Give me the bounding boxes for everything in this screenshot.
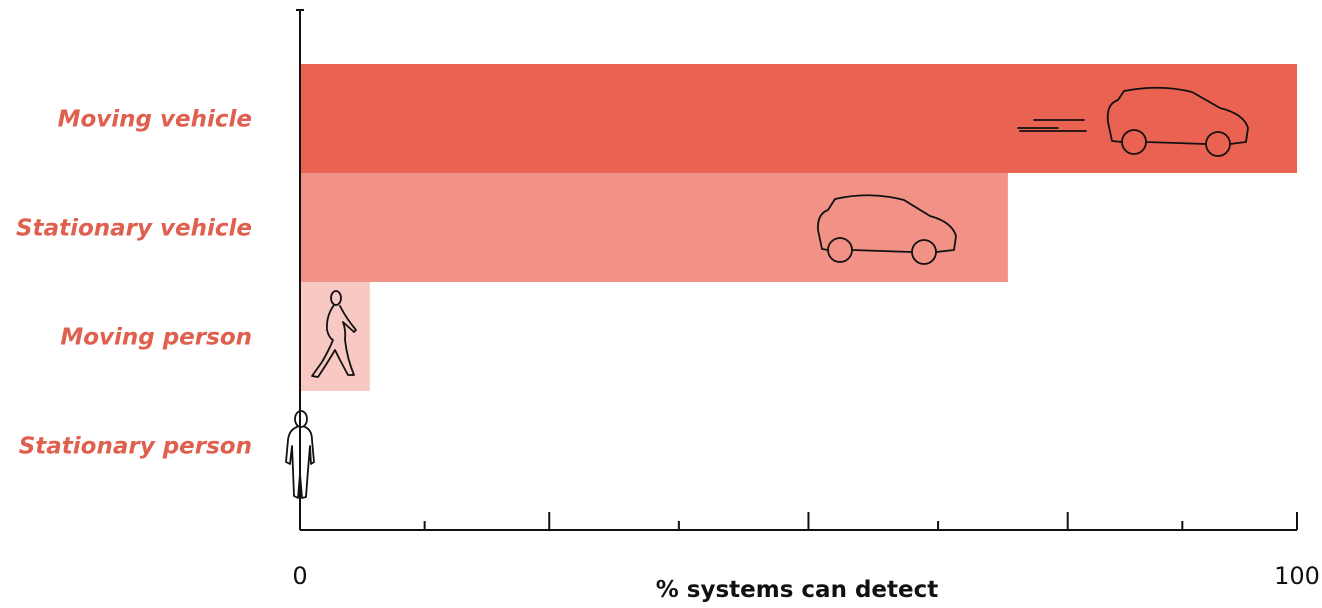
x-tick-label: 100 bbox=[1274, 562, 1320, 590]
bar-stationary-vehicle bbox=[300, 173, 1008, 282]
moving-car-icon bbox=[1017, 86, 1249, 157]
bars-group bbox=[300, 64, 1297, 391]
category-label: Moving vehicle bbox=[58, 107, 252, 133]
x-tick-labels: 0 100 bbox=[292, 562, 1320, 590]
category-label: Moving person bbox=[60, 325, 252, 351]
category-labels: Moving vehicle Stationary vehicle Moving p… bbox=[16, 107, 252, 460]
category-label: Stationary person bbox=[19, 434, 252, 460]
bar-moving-person bbox=[300, 282, 370, 391]
axes-group bbox=[296, 9, 1298, 531]
category-label: Stationary vehicle bbox=[16, 216, 252, 242]
x-axis-title: % systems can detect bbox=[656, 577, 939, 603]
bar-moving-vehicle bbox=[300, 64, 1297, 173]
x-tick-label: 0 bbox=[292, 562, 307, 590]
walking-person-icon bbox=[311, 290, 357, 378]
car-icon bbox=[817, 194, 957, 265]
